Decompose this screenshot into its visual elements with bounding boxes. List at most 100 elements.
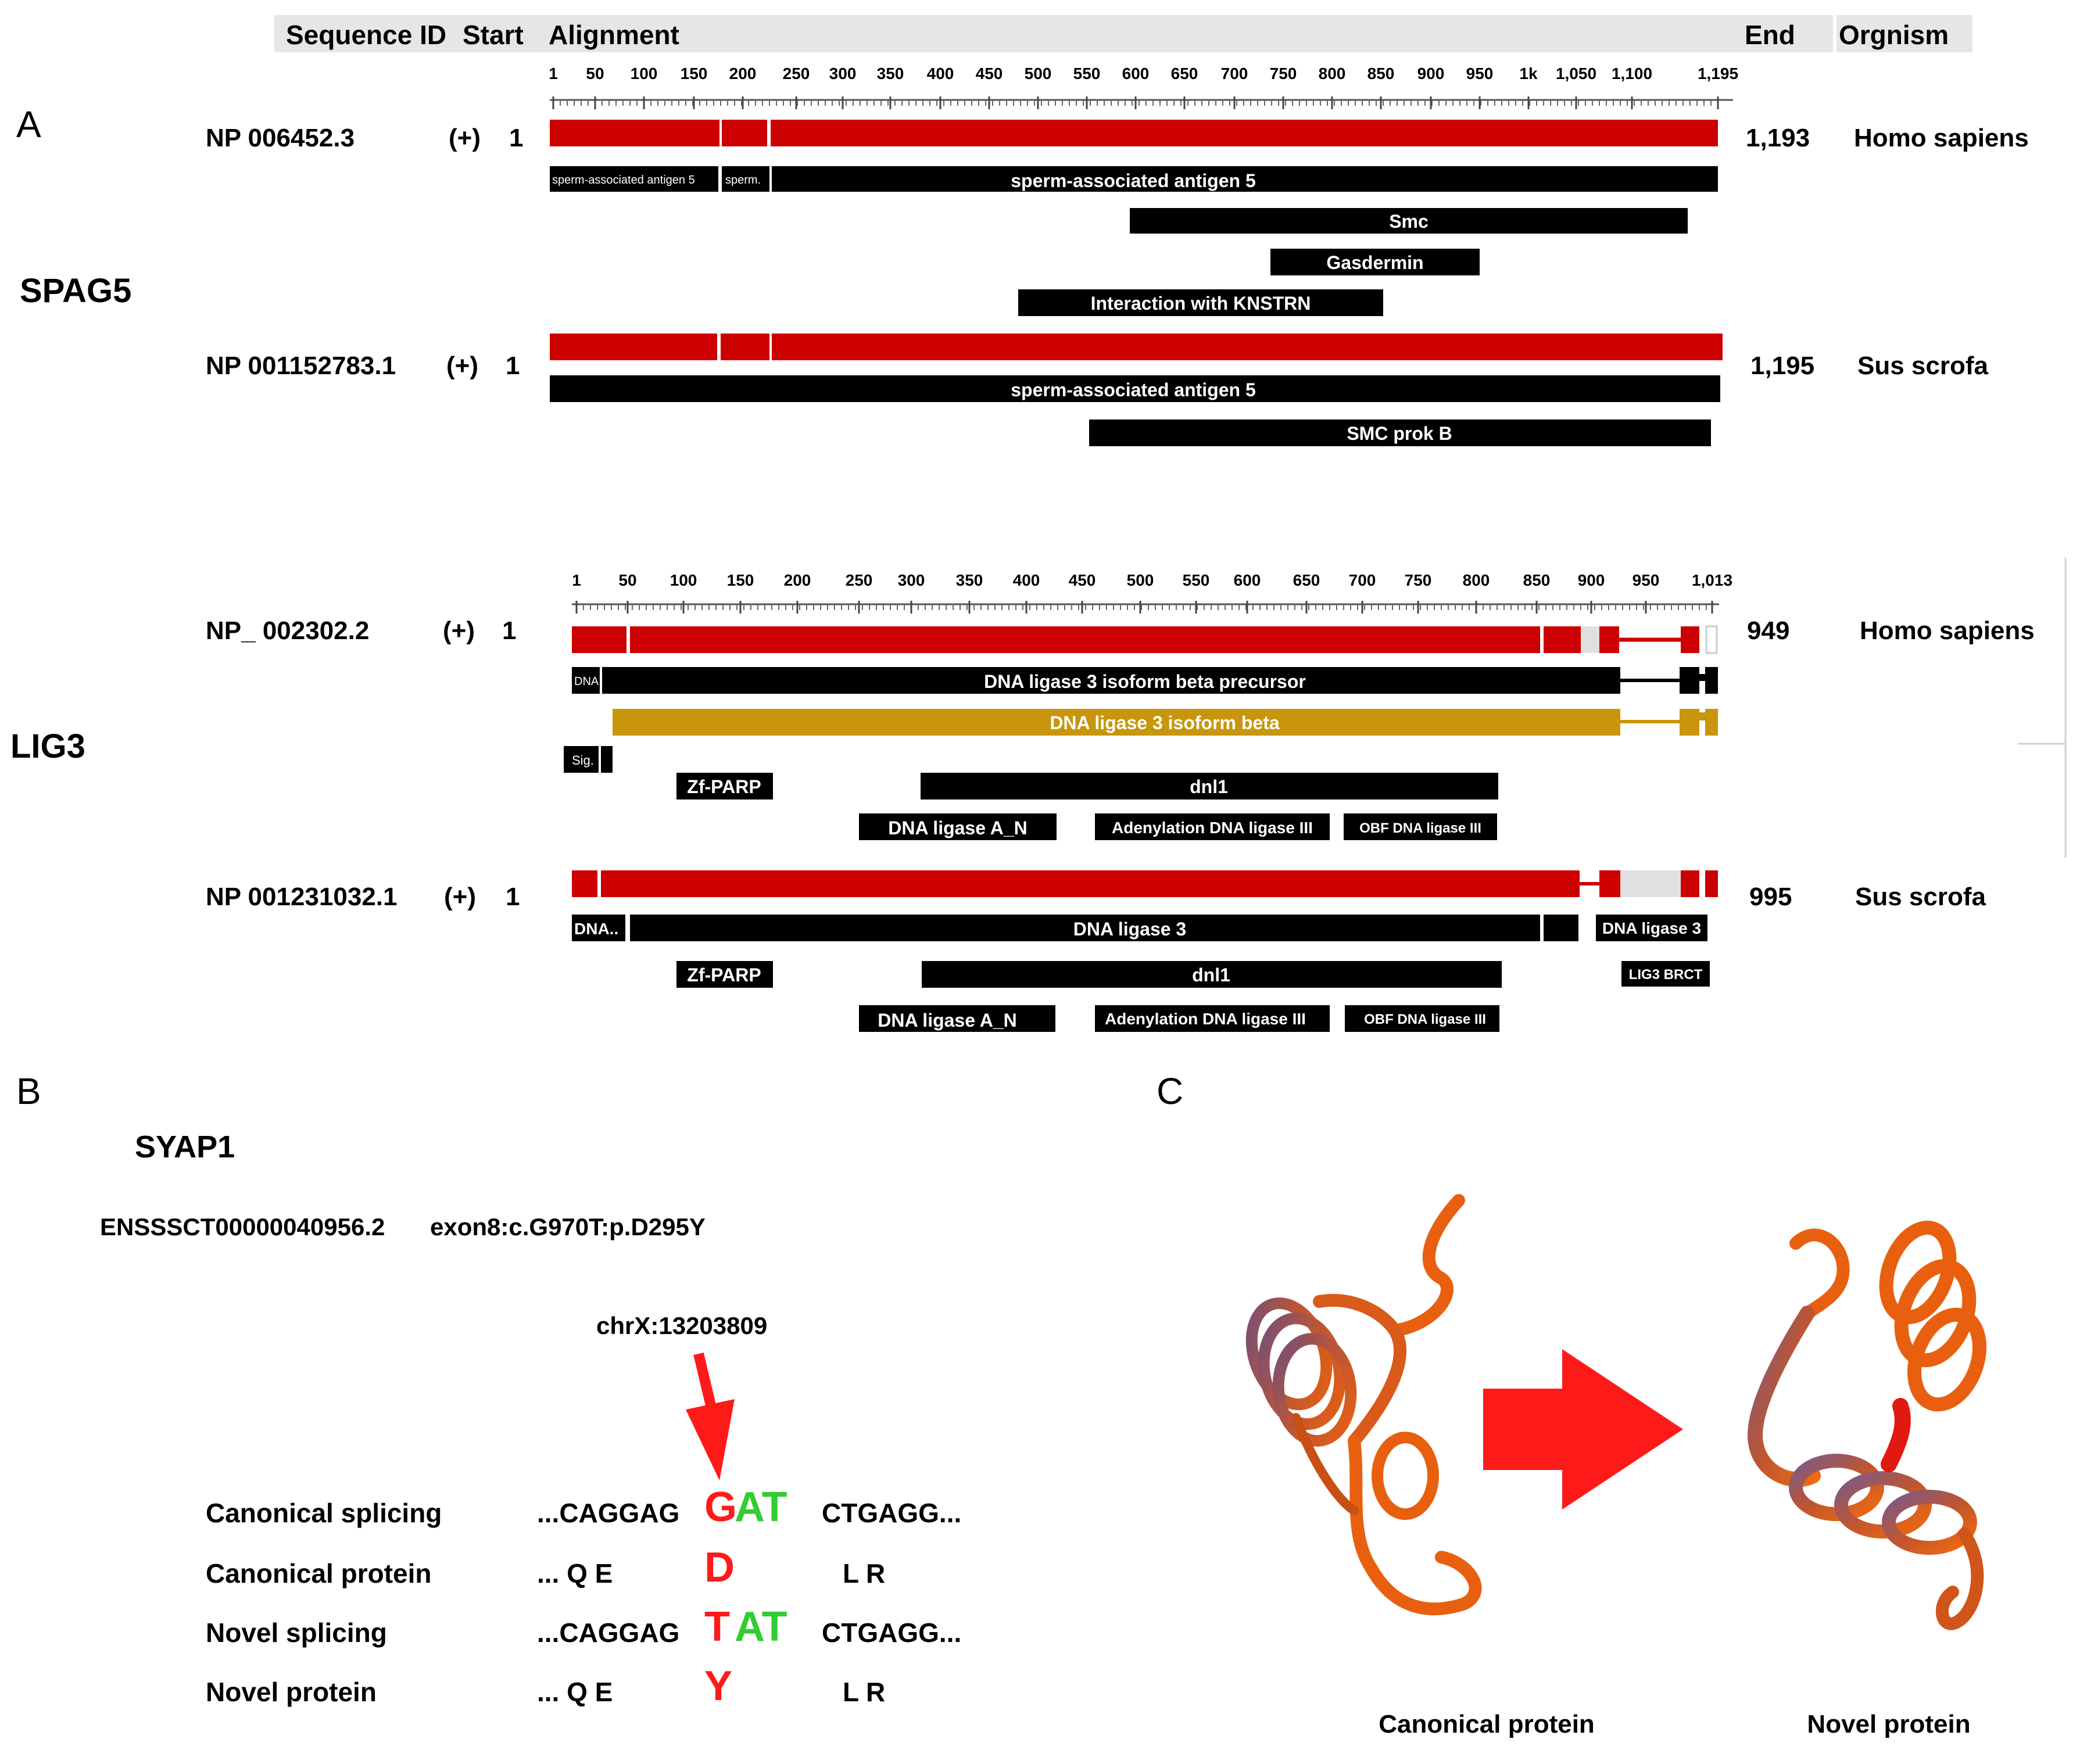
isoform-bar bbox=[613, 709, 1620, 736]
axis-tick-label: 900 bbox=[1578, 571, 1605, 589]
axis-tick-label: 950 bbox=[1633, 571, 1660, 589]
alignment-bar bbox=[550, 334, 717, 360]
sequence-id: NP_ 002302.2 bbox=[206, 616, 369, 645]
alignment-bar bbox=[1681, 626, 1699, 653]
spag5-axis: 1 50 100 150 200 250 300 350 400 450 500 550 600 650 7… bbox=[549, 64, 1738, 109]
axis-tick-label: 300 bbox=[829, 64, 857, 83]
axis-tick-label: 1k bbox=[1519, 64, 1538, 83]
domain-label: Gasdermin bbox=[1326, 252, 1423, 273]
row-label: Canonical splicing bbox=[206, 1498, 442, 1528]
axis-tick-label: 400 bbox=[1013, 571, 1040, 589]
alignment-bar bbox=[550, 120, 719, 146]
domain-bar bbox=[1095, 813, 1330, 840]
domain-label: Zf-PARP bbox=[687, 965, 761, 985]
alignment-gap bbox=[1705, 625, 1718, 654]
domain-label: Smc bbox=[1389, 211, 1429, 232]
novel-protein-caption: Novel protein bbox=[1807, 1710, 1970, 1738]
axis-tick-label: 550 bbox=[1183, 571, 1210, 589]
header-alignment: Alignment bbox=[549, 20, 679, 50]
sequence-left: ...CAGGAG bbox=[537, 1498, 679, 1528]
row-label: Canonical protein bbox=[206, 1558, 431, 1589]
axis-tick-label: 150 bbox=[681, 64, 708, 83]
alignment-gap bbox=[1581, 626, 1599, 653]
isoform-bar bbox=[1705, 709, 1718, 736]
lig3-pig-row: NP 001231032.1 (+) 1 995 Sus scrofa DNA.… bbox=[206, 870, 1986, 1032]
alignment-bar bbox=[1681, 870, 1699, 897]
mutated-residue: G bbox=[704, 1484, 737, 1530]
codon-remainder: AT bbox=[735, 1484, 787, 1530]
sequence-id: NP 001152783.1 bbox=[206, 352, 396, 380]
axis-tick-label: 50 bbox=[618, 571, 636, 589]
domain-bar bbox=[550, 166, 718, 192]
panel-label-b: B bbox=[16, 1070, 41, 1112]
axis-tick-label: 800 bbox=[1463, 571, 1490, 589]
codon-remainder: AT bbox=[735, 1604, 787, 1650]
start-position: 1 bbox=[506, 883, 520, 911]
header-organism: Orgnism bbox=[1839, 20, 1949, 50]
domain-label: Adenylation DNA ligase III bbox=[1112, 819, 1313, 837]
axis-tick-label: 600 bbox=[1122, 64, 1150, 83]
alignment-bar bbox=[772, 334, 1723, 360]
domain-label: Sig. bbox=[572, 753, 594, 768]
axis-tick-label: 250 bbox=[783, 64, 810, 83]
mutated-residue: T bbox=[704, 1604, 730, 1650]
alignment-bar bbox=[722, 120, 767, 146]
axis-tick-label: 500 bbox=[1127, 571, 1154, 589]
domain-label: dnl1 bbox=[1192, 965, 1230, 985]
domain-label: DNA ligase 3 isoform beta bbox=[1050, 712, 1280, 733]
sequence-left: ... Q E bbox=[537, 1558, 613, 1589]
axis-tick-label: 750 bbox=[1405, 571, 1432, 589]
organism-name: Sus scrofa bbox=[1857, 352, 1989, 380]
genomic-locus: chrX:13203809 bbox=[596, 1312, 767, 1339]
domain-label: DNA bbox=[574, 675, 599, 688]
panel-label-a: A bbox=[16, 103, 41, 145]
axis-tick-label: 350 bbox=[877, 64, 904, 83]
alignment-bar bbox=[1599, 870, 1620, 897]
domain-bar bbox=[572, 915, 625, 941]
axis-tick-label: 900 bbox=[1417, 64, 1445, 83]
organism-name: Sus scrofa bbox=[1855, 883, 1986, 911]
alignment-gap bbox=[1620, 870, 1681, 897]
alignment-bar bbox=[601, 870, 1580, 897]
domain-label: DNA ligase 3 isoform beta precursor bbox=[984, 671, 1306, 692]
domain-label: OBF DNA ligase III bbox=[1359, 820, 1481, 836]
domain-label: DNA.. bbox=[574, 920, 618, 938]
domain-bar bbox=[601, 746, 613, 773]
axis-tick-label: 600 bbox=[1234, 571, 1261, 589]
alignment-bar bbox=[572, 870, 597, 897]
axis-tick-label: 300 bbox=[898, 571, 925, 589]
axis-tick-label: 50 bbox=[586, 64, 604, 83]
axis-tick-label: 250 bbox=[846, 571, 873, 589]
mutation-arrow bbox=[686, 1352, 735, 1480]
domain-bar bbox=[1095, 1005, 1330, 1032]
axis-tick-label: 650 bbox=[1171, 64, 1198, 83]
mutation-notation: exon8:c.G970T:p.D295Y bbox=[430, 1213, 706, 1240]
sequence-right: L R bbox=[843, 1558, 885, 1589]
domain-label: sperm-associated antigen 5 bbox=[1011, 379, 1255, 400]
domain-label: Adenylation DNA ligase III bbox=[1105, 1010, 1306, 1028]
axis-tick-label: 200 bbox=[729, 64, 757, 83]
transcript-id: ENSSSCT00000040956.2 bbox=[100, 1213, 385, 1240]
novel-structure bbox=[1747, 1220, 1987, 1630]
axis-tick-label: 1,050 bbox=[1556, 64, 1596, 83]
axis-tick-label: 1,195 bbox=[1698, 64, 1738, 83]
domain-bar bbox=[1699, 674, 1705, 681]
domain-bar bbox=[1344, 813, 1497, 840]
start-position: 1 bbox=[506, 352, 520, 380]
domain-bar bbox=[1130, 208, 1688, 234]
domain-label: SMC prok B bbox=[1347, 423, 1452, 444]
domain-label: LIG3 BRCT bbox=[1629, 967, 1703, 983]
sequence-right: CTGAGG... bbox=[822, 1618, 961, 1648]
domain-bar bbox=[676, 773, 773, 799]
domain-bar bbox=[1705, 667, 1718, 694]
header-bar: Sequence ID Start Alignment End Orgnism bbox=[274, 15, 1972, 52]
domain-bar bbox=[1680, 667, 1699, 694]
domain-bar bbox=[922, 961, 1502, 988]
canonical-structure bbox=[1245, 1194, 1482, 1616]
row-label: Novel splicing bbox=[206, 1618, 387, 1648]
syap1-panel: SYAP1 ENSSSCT00000040956.2 exon8:c.G970T… bbox=[100, 1130, 961, 1709]
isoform-bar bbox=[1680, 709, 1699, 736]
domain-bar bbox=[921, 773, 1498, 799]
strand: (+) bbox=[446, 352, 478, 380]
gene-label-spag5: SPAG5 bbox=[20, 272, 131, 310]
